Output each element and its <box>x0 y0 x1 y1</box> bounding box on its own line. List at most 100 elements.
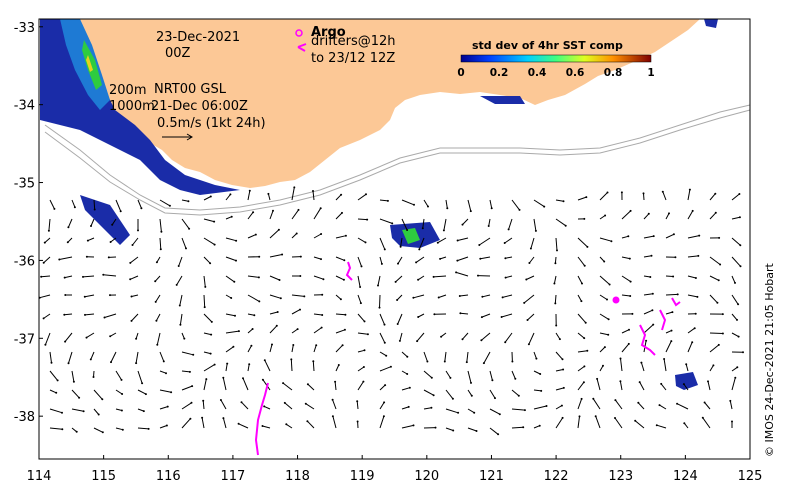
current-vector <box>49 389 57 394</box>
current-vector <box>511 370 516 379</box>
current-vector-head <box>362 366 365 368</box>
current-vector-head <box>42 261 45 264</box>
current-vector-head <box>637 401 640 404</box>
current-vector-head <box>688 188 691 191</box>
current-vector <box>462 218 469 225</box>
current-vector-head <box>645 339 648 342</box>
current-vector-head <box>701 416 704 419</box>
current-vector-head <box>168 204 171 207</box>
current-vector <box>460 312 469 315</box>
current-vector <box>135 332 139 339</box>
current-vector <box>443 218 447 231</box>
current-vector <box>685 364 689 372</box>
current-vector-head <box>406 355 409 358</box>
current-vector-head <box>683 422 686 425</box>
current-vector-head <box>470 381 472 384</box>
current-vector <box>533 218 537 231</box>
current-vector <box>401 424 414 429</box>
current-vector-head <box>213 220 216 223</box>
current-vector <box>225 313 236 317</box>
current-vector <box>643 275 651 278</box>
current-vector-head <box>175 283 178 286</box>
current-vector <box>269 294 281 299</box>
current-vector <box>379 416 385 429</box>
current-vector-head <box>165 372 167 375</box>
current-vector-head <box>523 409 526 412</box>
current-vector <box>379 256 383 265</box>
current-vector-head <box>627 235 630 238</box>
current-vector <box>93 199 96 210</box>
current-vector <box>482 294 491 298</box>
current-vector <box>709 365 714 372</box>
current-vector <box>614 399 623 410</box>
current-vector <box>110 237 117 243</box>
colorbar-tick-label: 0.2 <box>490 67 509 79</box>
current-vector <box>379 199 388 202</box>
current-vector-head <box>155 319 158 322</box>
current-vector-head <box>734 281 736 284</box>
current-vector <box>731 275 736 284</box>
current-vector <box>467 427 477 432</box>
current-vector-head <box>556 249 558 252</box>
argo-marker <box>295 29 303 37</box>
current-vector-head <box>209 352 212 355</box>
current-vector-head <box>527 343 530 346</box>
current-vector-head <box>456 259 459 262</box>
current-vector-head <box>518 208 521 211</box>
current-vector <box>663 358 667 372</box>
current-vector-head <box>235 239 238 242</box>
current-vector-head <box>237 330 240 333</box>
current-vector <box>82 275 95 278</box>
current-vector <box>181 370 190 373</box>
plot-frame <box>38 18 751 460</box>
current-vector-head <box>729 399 732 402</box>
current-vector-head <box>141 382 144 385</box>
current-vector-head <box>562 386 565 389</box>
current-vector <box>621 275 631 283</box>
current-vector-head <box>130 319 133 322</box>
current-vector-head <box>663 358 666 360</box>
map-plot-area <box>38 18 751 460</box>
current-vector-head <box>82 275 84 278</box>
current-vector <box>555 218 566 227</box>
current-vector <box>135 351 139 364</box>
current-vector-head <box>129 261 132 264</box>
current-vector-head <box>647 212 650 215</box>
current-vector <box>203 364 215 372</box>
current-vector-head <box>299 255 302 258</box>
current-vector <box>687 294 698 298</box>
current-vector <box>729 400 733 410</box>
current-vector-head <box>607 318 610 321</box>
current-vector-head <box>109 335 112 338</box>
current-vector-head <box>202 399 205 402</box>
current-vector <box>335 212 343 220</box>
current-vector <box>335 364 340 372</box>
current-vector <box>423 389 434 396</box>
current-vector <box>90 218 95 227</box>
current-vector-head <box>608 283 611 286</box>
current-vector-head <box>170 391 173 394</box>
current-vector-head <box>412 296 415 299</box>
current-vector <box>481 332 491 341</box>
current-vector-head <box>43 241 46 244</box>
current-vector-head <box>522 426 525 429</box>
current-vector-head <box>386 199 389 202</box>
current-vector-head <box>561 358 564 361</box>
current-vector-head <box>261 425 264 427</box>
current-vector <box>357 332 368 335</box>
current-vector <box>592 398 601 410</box>
lon-tick-label: 115 <box>91 469 116 484</box>
current-vector <box>530 237 535 249</box>
current-vector <box>335 275 345 281</box>
current-vector <box>379 332 386 344</box>
current-vector-head <box>439 257 442 260</box>
current-vector-head <box>283 401 286 404</box>
current-vector-head <box>334 380 337 383</box>
current-vector <box>481 313 491 318</box>
current-vector-head <box>271 343 273 346</box>
lat-tick-label: -37 <box>14 332 35 347</box>
current-vector-head <box>562 368 565 371</box>
current-vector-head <box>606 298 608 301</box>
current-vector <box>401 218 408 231</box>
current-vector <box>656 424 667 429</box>
